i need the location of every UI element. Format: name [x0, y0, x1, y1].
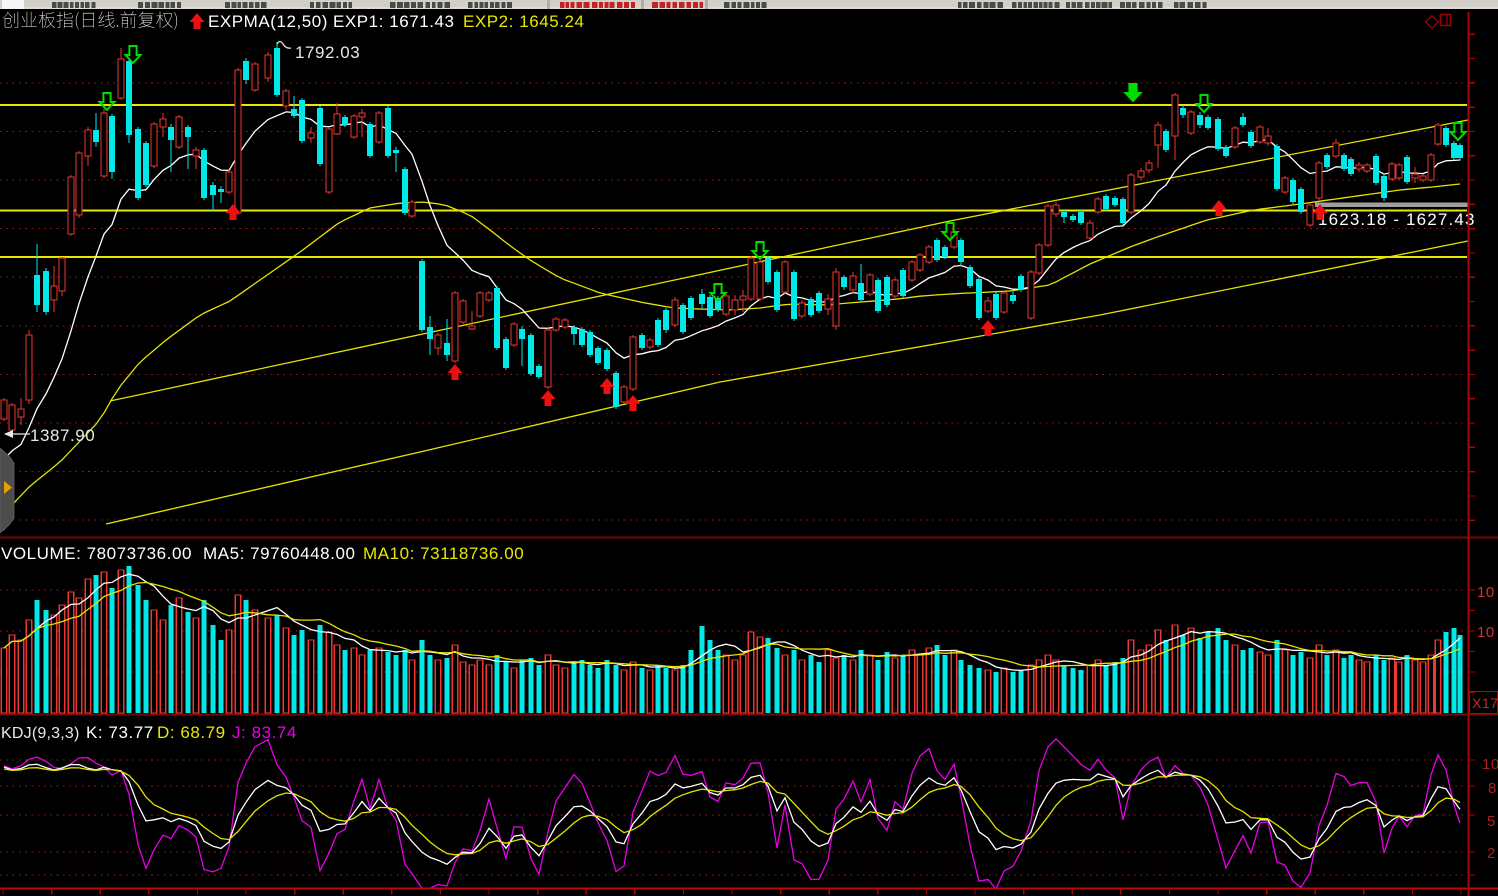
svg-text:EXPMA(12,50): EXPMA(12,50)	[208, 12, 328, 31]
svg-text:K: 73.77: K: 73.77	[86, 723, 154, 742]
svg-text:10: 10	[1477, 584, 1495, 601]
svg-text:EXP2: 1645.24: EXP2: 1645.24	[463, 12, 585, 31]
svg-text:1792.03: 1792.03	[295, 43, 360, 62]
svg-text:EXP1: 1671.43: EXP1: 1671.43	[333, 12, 455, 31]
svg-text:D: 68.79: D: 68.79	[157, 723, 226, 742]
svg-text:KDJ(9,3,3): KDJ(9,3,3)	[1, 725, 79, 742]
svg-text:MA10: 73118736.00: MA10: 73118736.00	[363, 544, 524, 563]
svg-text:5: 5	[1487, 813, 1496, 830]
svg-text:MA5: 79760448.00: MA5: 79760448.00	[203, 544, 355, 563]
svg-text:1623.18 - 1627.43: 1623.18 - 1627.43	[1318, 210, 1476, 229]
svg-text:8: 8	[1488, 780, 1497, 797]
svg-text:J: 83.74: J: 83.74	[232, 723, 297, 742]
svg-text:10: 10	[1477, 624, 1495, 641]
svg-text:10: 10	[1482, 756, 1498, 773]
svg-text:X17: X17	[1472, 695, 1498, 711]
svg-text:VOLUME: 78073736.00: VOLUME: 78073736.00	[1, 544, 192, 563]
svg-text:2: 2	[1487, 845, 1496, 862]
svg-text:1387.90: 1387.90	[30, 426, 95, 445]
